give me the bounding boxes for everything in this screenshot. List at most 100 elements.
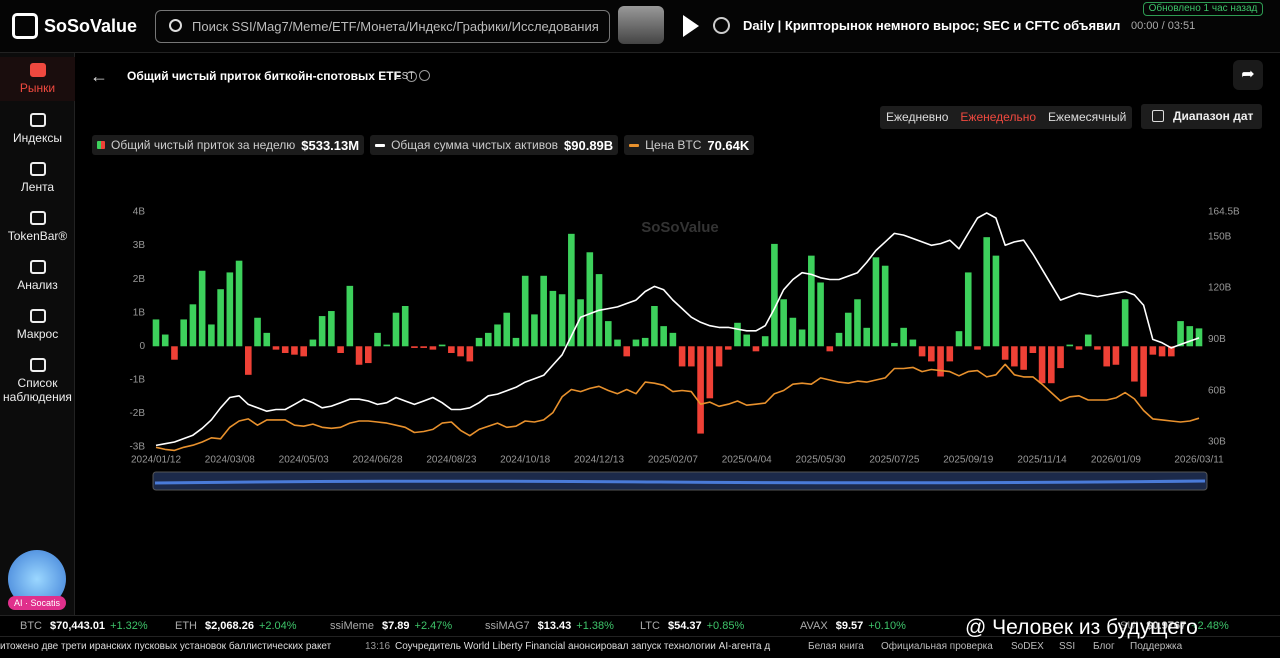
- x-tick-label: 2024/03/08: [205, 455, 255, 466]
- search-box[interactable]: Поиск SSI/Mag7/Meme/ETF/Монета/Индекс/Гр…: [155, 10, 610, 43]
- ai-label[interactable]: AI · Socatis: [8, 596, 66, 610]
- nav-label: Макрос: [16, 327, 59, 341]
- logo[interactable]: SoSoValue: [12, 12, 137, 40]
- bar: [808, 255, 815, 347]
- nav-item[interactable]: Макрос: [0, 303, 75, 347]
- bar: [1103, 346, 1110, 367]
- play-button[interactable]: [683, 15, 699, 37]
- bar: [448, 346, 455, 353]
- ticker-price: $0.9767: [1146, 620, 1187, 632]
- nav-item[interactable]: TokenBar®: [0, 205, 75, 249]
- bar: [734, 322, 741, 347]
- y-tick-label: 2B: [133, 274, 146, 285]
- bar: [881, 265, 889, 347]
- bar: [780, 299, 787, 347]
- y-tick-label: -1B: [129, 374, 145, 385]
- navigator-line: [154, 479, 1206, 485]
- bar: [974, 346, 981, 350]
- nav-item[interactable]: Рынки: [0, 57, 75, 101]
- ticker[interactable]: BTC $70,443.01 +1.32%: [20, 620, 148, 632]
- bar: [844, 312, 852, 347]
- ticker[interactable]: ETH $2,068.26 +2.04%: [175, 620, 297, 632]
- bar: [1038, 346, 1046, 384]
- x-tick-label: 2025/09/19: [943, 455, 993, 466]
- legend-label: Цена BTC: [645, 138, 702, 152]
- x-tick-label: 2025/05/30: [796, 455, 846, 466]
- legend-item[interactable]: Общий чистый приток за неделю $533.13M: [92, 135, 365, 155]
- footer-link[interactable]: Поддержка: [1130, 641, 1183, 652]
- x-tick-label: 2025/02/07: [648, 455, 698, 466]
- news-ticker[interactable]: Daily | Криптoрынок немного вырос; SEC и…: [743, 18, 1121, 33]
- nav-label: Рынки: [19, 81, 56, 95]
- bar: [1075, 346, 1083, 350]
- bar: [863, 327, 871, 347]
- back-button[interactable]: ←: [90, 66, 108, 86]
- info-icon[interactable]: [405, 71, 417, 82]
- nav-item[interactable]: Лента: [0, 156, 75, 200]
- ticker-price: $9.57: [835, 620, 864, 632]
- bar: [632, 339, 640, 347]
- bar: [429, 346, 437, 350]
- ticker[interactable]: SUI $0.9767 +2.48%: [1120, 620, 1229, 632]
- share-button[interactable]: ➦: [1233, 60, 1263, 90]
- ticker[interactable]: ssiMeme $7.89 +2.47%: [330, 620, 452, 632]
- podcast-avatar[interactable]: [618, 6, 664, 44]
- legend-item[interactable]: Цена BTC 70.64K: [624, 135, 755, 155]
- bar: [198, 270, 206, 347]
- bar: [161, 334, 169, 347]
- bar: [300, 346, 307, 357]
- legend-item[interactable]: Общая сумма чистых активов $90.89B: [370, 135, 619, 155]
- bar: [715, 346, 723, 367]
- legend-swatch: [629, 143, 640, 147]
- legend-swatch: [97, 141, 105, 149]
- footer-link[interactable]: Белая книга: [808, 641, 864, 652]
- bar: [604, 321, 612, 347]
- period-button[interactable]: Ежедневно: [886, 110, 949, 124]
- ticker-price: $70,443.01: [50, 620, 106, 632]
- timezone: EST: [395, 70, 431, 82]
- legend: Общий чистый приток за неделю $533.13M Общ…: [92, 135, 755, 155]
- replay-button[interactable]: [713, 17, 730, 34]
- nav-item[interactable]: Список наблюдения: [0, 352, 75, 410]
- bar: [318, 316, 326, 347]
- bar: [1029, 346, 1037, 353]
- ticker-symbol: ssiMAG7: [485, 620, 530, 632]
- bar: [1066, 344, 1074, 347]
- period-button[interactable]: Еженедельно: [960, 110, 1036, 124]
- y-tick-label: -2B: [129, 408, 145, 419]
- bar: [964, 272, 972, 347]
- bar: [835, 332, 843, 347]
- bar: [937, 346, 944, 377]
- period-button[interactable]: Ежемесячный: [1048, 110, 1127, 124]
- footer-link[interactable]: Официальная проверка: [881, 641, 993, 652]
- bar: [549, 290, 557, 347]
- footer-link[interactable]: Блог: [1093, 641, 1115, 652]
- legend-label: Общий чистый приток за неделю: [111, 138, 296, 152]
- nav-label: Индексы: [13, 131, 62, 145]
- bar: [900, 327, 907, 347]
- bar: [706, 346, 714, 399]
- ticker[interactable]: AVAX $9.57 +0.10%: [800, 620, 906, 632]
- news-item[interactable]: итожено две трети иранских пусковых уста…: [0, 641, 332, 652]
- chart-watermark: SoSoValue: [641, 219, 719, 236]
- bar: [364, 346, 372, 364]
- info-icon[interactable]: [419, 70, 431, 81]
- bar: [466, 346, 474, 362]
- legend-swatch: [375, 143, 386, 147]
- date-range-button[interactable]: Диапазон дат: [1141, 104, 1262, 129]
- bar: [1001, 346, 1009, 360]
- ticker[interactable]: LTC $54.37 +0.85%: [640, 620, 744, 632]
- x-tick-label: 2024/08/23: [426, 455, 476, 466]
- footer-link[interactable]: SoDEX: [1011, 641, 1044, 652]
- nav-item[interactable]: Анализ: [0, 254, 75, 298]
- ticker-change: +2.47%: [414, 620, 453, 632]
- news-item[interactable]: Соучредитель World Liberty Financial ано…: [395, 641, 771, 652]
- footer-link[interactable]: SSI: [1059, 641, 1076, 652]
- bar: [420, 346, 427, 348]
- ticker[interactable]: ssiMAG7 $13.43 +1.38%: [485, 620, 614, 632]
- y-tick-label: 0: [139, 341, 145, 352]
- bar: [512, 337, 520, 347]
- nav-item[interactable]: Индексы: [0, 107, 75, 151]
- bar: [1121, 299, 1129, 347]
- bar: [651, 306, 658, 347]
